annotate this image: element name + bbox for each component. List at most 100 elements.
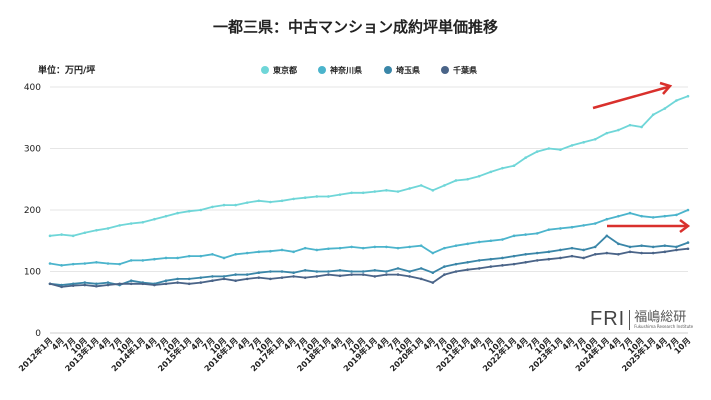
data-point: [547, 257, 551, 261]
data-point: [686, 241, 690, 244]
data-point: [628, 211, 632, 215]
y-tick-label: 300: [24, 145, 41, 155]
data-point: [489, 265, 493, 268]
arrow-head-icon: [659, 81, 673, 95]
data-point: [95, 284, 98, 288]
data-point: [501, 166, 504, 170]
data-point: [640, 125, 643, 129]
data-point: [582, 256, 585, 260]
data-point: [675, 245, 678, 249]
data-point: [292, 271, 295, 275]
data-point: [431, 281, 435, 284]
data-point: [269, 270, 272, 273]
data-point: [396, 267, 400, 270]
data-point: [327, 247, 330, 251]
data-point: [327, 195, 330, 198]
data-point: [269, 249, 272, 253]
y-tick-label: 100: [24, 268, 41, 278]
data-point: [466, 177, 469, 181]
data-point: [593, 245, 597, 249]
data-point: [71, 284, 75, 287]
arrow-head-icon: [679, 219, 691, 233]
data-point: [95, 228, 98, 232]
data-point: [129, 279, 133, 283]
data-point: [303, 276, 307, 279]
data-point: [675, 213, 678, 217]
legend-marker: [318, 66, 326, 74]
data-point: [524, 260, 527, 264]
data-point: [477, 240, 481, 244]
x-tick-label: 2012年1月: [16, 335, 54, 373]
legend-marker: [384, 66, 392, 74]
data-point: [361, 273, 365, 276]
data-point: [663, 244, 667, 247]
data-point: [454, 270, 458, 273]
data-point: [361, 191, 365, 195]
data-point: [257, 276, 261, 279]
data-point: [60, 264, 63, 267]
data-point: [129, 259, 133, 262]
data-point: [153, 257, 156, 261]
data-point: [593, 252, 597, 256]
data-point: [640, 244, 643, 247]
y-tick-label: 0: [35, 329, 41, 339]
data-point: [245, 201, 249, 204]
data-point: [605, 217, 609, 221]
data-point: [593, 137, 597, 141]
legend-marker: [441, 66, 449, 74]
data-point: [547, 147, 551, 150]
data-point: [570, 225, 574, 229]
data-point: [176, 281, 179, 284]
data-point: [489, 257, 493, 261]
data-point: [141, 282, 145, 286]
data-point: [477, 174, 481, 178]
data-point: [512, 164, 516, 168]
logo-divider: [629, 309, 631, 330]
data-point: [199, 276, 203, 279]
data-point: [396, 273, 400, 276]
data-point: [269, 200, 272, 204]
data-point: [350, 191, 353, 195]
data-point: [245, 251, 249, 255]
series-line: [49, 95, 689, 237]
data-point: [338, 274, 342, 278]
legend-label: 千葉県: [453, 65, 477, 75]
data-point: [83, 231, 87, 235]
data-point: [187, 282, 191, 286]
data-point: [651, 113, 655, 116]
data-point: [396, 246, 400, 250]
series-line: [49, 209, 689, 267]
data-point: [211, 205, 214, 209]
data-point: [501, 256, 504, 260]
y-tick-label: 400: [24, 83, 41, 93]
data-point: [141, 221, 145, 224]
data-point: [106, 283, 110, 287]
data-point: [396, 190, 400, 193]
data-point: [187, 254, 191, 258]
logo: FRI 福嶋総研 Fukushima Research Institute: [590, 308, 693, 331]
unit-label: 単位：万円/坪: [38, 64, 95, 76]
legend-label: 埼玉県: [396, 65, 420, 75]
data-point: [164, 282, 168, 286]
data-point: [164, 214, 168, 218]
data-point: [164, 256, 168, 260]
data-point: [547, 250, 551, 254]
data-point: [524, 252, 527, 256]
data-point: [512, 262, 516, 266]
data-point: [443, 273, 446, 276]
data-point: [350, 245, 353, 249]
data-point: [95, 260, 98, 264]
data-point: [617, 128, 620, 132]
data-point: [605, 131, 609, 135]
data-point: [477, 267, 481, 270]
data-point: [60, 283, 63, 287]
data-point: [593, 222, 597, 225]
data-point: [431, 251, 435, 255]
data-point: [315, 275, 319, 278]
data-point: [582, 224, 585, 227]
data-point: [617, 252, 620, 256]
data-point: [269, 277, 272, 281]
data-point: [570, 144, 574, 147]
data-point: [199, 254, 203, 258]
